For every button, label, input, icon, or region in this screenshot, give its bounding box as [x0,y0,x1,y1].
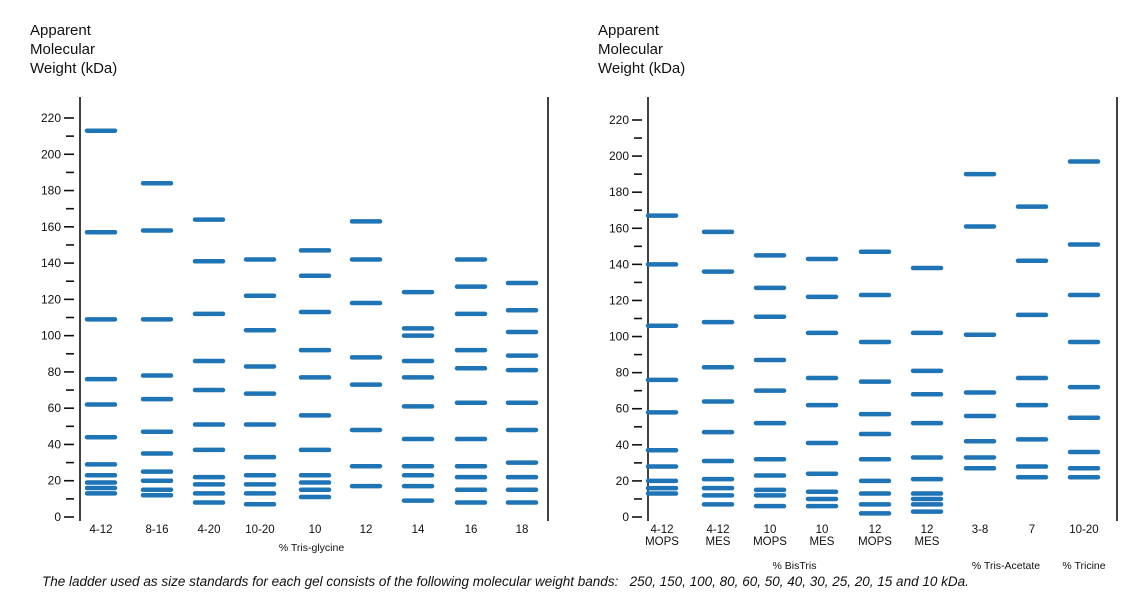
y-tick-label: 160 [41,220,61,234]
lane-label: 4-12 [706,524,729,536]
right-y-axis-title-line: Apparent [598,22,659,39]
gel-type-label: % BisTris [773,560,817,572]
gel-type-label: % Tris-glycine [279,542,345,554]
y-tick-label: 180 [41,184,61,198]
gel-type-label: % Tris-Acetate [972,560,1040,572]
y-tick-label: 0 [622,510,629,524]
left-y-axis-title-line: Apparent [30,22,91,39]
caption-bands: 250, 150, 100, 80, 60, 50, 40, 30, 25, 2… [629,574,969,589]
lane-label: 10-20 [1069,524,1098,536]
lane-label: 12 [360,524,373,536]
right-y-axis-title-line: Weight (kDa) [598,60,686,77]
lane-label: 4-12 [89,524,112,536]
left-y-axis-title-line: Molecular [30,41,96,58]
y-tick-label: 200 [609,149,629,163]
lane-label: 18 [516,524,529,536]
y-tick-label: 140 [609,257,629,271]
lane-label: 8-16 [145,524,168,536]
lane-label: MOPS [753,536,787,548]
y-tick-label: 80 [48,365,62,379]
lane-label: 10 [309,524,322,536]
y-tick-label: 20 [48,474,62,488]
right-y-axis-title-line: Molecular [598,41,664,58]
y-tick-label: 220 [609,113,629,127]
lane-label: 10-20 [245,524,274,536]
lane-label: 10 [764,524,777,536]
right-y-axis-title: Apparent Molecular Weight (kDa) [598,21,685,78]
y-tick-label: 120 [41,292,61,306]
y-tick-label: 20 [616,474,630,488]
lane-label: MOPS [858,536,892,548]
lane-label: MES [915,536,940,548]
y-tick-label: 180 [609,185,629,199]
figure-caption: The ladder used as size standards for ea… [42,574,969,589]
y-tick-label: 220 [41,111,61,125]
left-y-axis-title-line: Weight (kDa) [30,60,118,77]
y-tick-label: 160 [609,221,629,235]
y-tick-label: 60 [616,402,630,416]
y-tick-label: 80 [616,366,630,380]
lane-label: 10 [816,524,829,536]
gel-type-label: % Tricine [1062,560,1105,572]
left-y-axis-title: Apparent Molecular Weight (kDa) [30,21,117,78]
caption-text: The ladder used as size standards for ea… [42,574,619,589]
y-tick-label: 40 [48,437,62,451]
lane-label: MOPS [645,536,679,548]
y-tick-label: 120 [609,293,629,307]
lane-label: MES [810,536,835,548]
lane-label: 7 [1029,524,1035,536]
y-tick-label: 140 [41,256,61,270]
lane-label: 4-12 [650,524,673,536]
lane-label: 12 [921,524,934,536]
y-tick-label: 60 [48,401,62,415]
y-tick-label: 0 [54,510,61,524]
y-tick-label: 100 [609,330,629,344]
lane-label: 4-20 [197,524,220,536]
y-tick-label: 200 [41,147,61,161]
y-tick-label: 100 [41,329,61,343]
y-tick-label: 40 [616,438,630,452]
lane-label: 12 [869,524,882,536]
lane-label: 16 [465,524,478,536]
lane-label: 14 [412,524,425,536]
lane-label: 3-8 [972,524,989,536]
lane-label: MES [706,536,731,548]
